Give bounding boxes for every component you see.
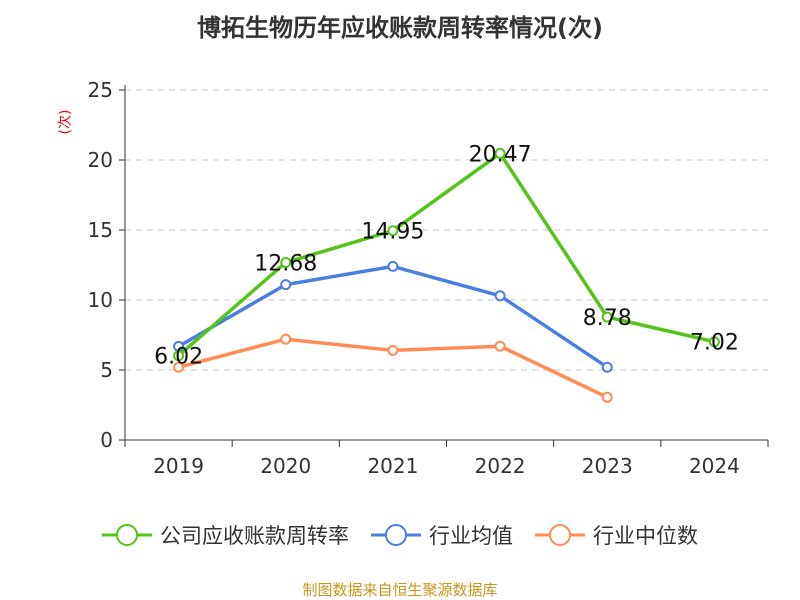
legend-label: 行业均值 [429,524,513,548]
x-tick-label: 2024 [689,454,740,478]
data-label: 8.78 [583,306,632,331]
x-tick-label: 2019 [153,454,204,478]
data-point [601,391,613,403]
data-point [280,279,292,291]
chart-title: 博拓生物历年应收账款周转率情况(次) [197,14,603,42]
data-label: 12.68 [254,251,317,276]
data-point [173,350,185,362]
legend-marker-icon [371,524,421,546]
series-line [177,151,715,358]
data-point [601,361,613,373]
data-label: 20.47 [469,142,532,167]
data-point [387,344,399,356]
legend-item[interactable]: 公司应收账款周转率 [102,520,349,550]
legend-item[interactable]: 行业中位数 [535,520,698,550]
x-tick-label: 2023 [582,454,633,478]
legend-marker-icon [535,524,585,546]
data-point [173,361,185,373]
y-tick-label: 20 [88,148,113,172]
legend: 公司应收账款周转率 行业均值 行业中位数 [0,520,800,550]
y-tick-label: 25 [88,78,113,102]
y-tick-label: 5 [100,358,113,382]
y-tick-label: 0 [100,428,113,452]
data-point [280,333,292,345]
legend-item[interactable]: 行业均值 [371,520,513,550]
data-point [494,340,506,352]
data-point [387,225,399,237]
legend-label: 行业中位数 [593,524,698,548]
data-point [387,260,399,272]
data-label: 6.02 [154,345,203,370]
data-point [494,290,506,302]
legend-marker-icon [102,524,152,546]
data-label: 14.95 [361,220,424,245]
data-point [280,256,292,268]
x-tick-label: 2022 [475,454,526,478]
data-point [708,336,720,348]
x-tick-label: 2020 [260,454,311,478]
data-point [601,311,613,323]
y-tick-label: 10 [88,288,113,312]
legend-label: 公司应收账款周转率 [160,524,349,548]
y-tick-label: 15 [88,218,113,242]
x-tick-label: 2021 [367,454,418,478]
source-note: 制图数据来自恒生聚源数据库 [302,581,498,599]
data-point [494,147,506,159]
data-label: 7.02 [690,331,739,356]
